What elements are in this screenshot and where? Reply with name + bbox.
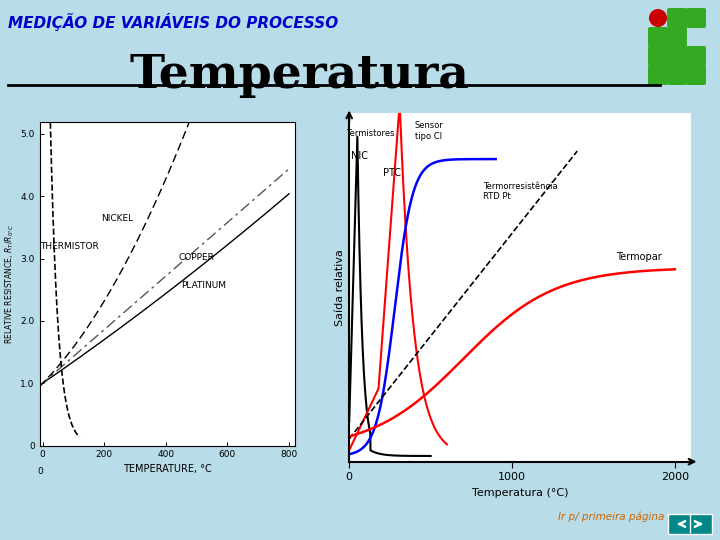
Text: 0: 0	[37, 467, 42, 476]
Y-axis label: Saída relativa: Saída relativa	[335, 249, 345, 326]
Text: MEDIÇÃO DE VARIÁVEIS DO PROCESSO: MEDIÇÃO DE VARIÁVEIS DO PROCESSO	[8, 13, 338, 31]
FancyBboxPatch shape	[667, 27, 687, 47]
FancyBboxPatch shape	[648, 46, 668, 66]
FancyBboxPatch shape	[648, 65, 668, 85]
Circle shape	[649, 9, 667, 27]
FancyBboxPatch shape	[667, 65, 687, 85]
FancyBboxPatch shape	[686, 46, 706, 66]
Y-axis label: RELATIVE RESISTANCE, $R_T/R_{0°C}$: RELATIVE RESISTANCE, $R_T/R_{0°C}$	[4, 224, 16, 343]
Text: Termorresistência
RTD Pt: Termorresistência RTD Pt	[482, 181, 557, 201]
Text: Termopar: Termopar	[616, 252, 662, 261]
FancyBboxPatch shape	[667, 46, 687, 66]
FancyBboxPatch shape	[668, 514, 712, 534]
Text: Temperatura: Temperatura	[130, 52, 470, 98]
FancyBboxPatch shape	[648, 27, 668, 47]
Text: THERMISTOR: THERMISTOR	[40, 242, 99, 251]
Text: PLATINUM: PLATINUM	[181, 281, 226, 291]
Text: COPPER: COPPER	[178, 253, 214, 262]
Text: Termistores: Termistores	[346, 129, 395, 138]
Text: Sensor
tipo CI: Sensor tipo CI	[415, 121, 444, 140]
FancyBboxPatch shape	[686, 65, 706, 85]
X-axis label: TEMPERATURE, °C: TEMPERATURE, °C	[123, 463, 212, 474]
FancyBboxPatch shape	[667, 8, 687, 28]
FancyBboxPatch shape	[686, 8, 706, 28]
Text: NICKEL: NICKEL	[102, 214, 133, 223]
Text: PTC: PTC	[382, 168, 400, 178]
X-axis label: Temperatura (°C): Temperatura (°C)	[472, 488, 569, 498]
Text: Ir p/ primeira página: Ir p/ primeira página	[558, 511, 665, 522]
Text: NIC: NIC	[351, 151, 369, 161]
